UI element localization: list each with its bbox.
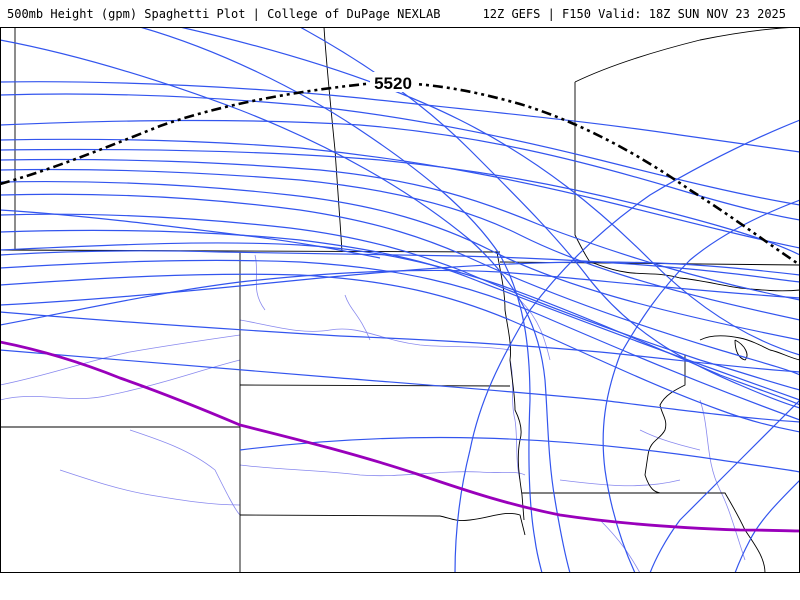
member-contour [734, 479, 800, 573]
river [639, 429, 701, 451]
member-contour [0, 209, 381, 259]
member-contour [0, 242, 800, 406]
member-contours [0, 27, 800, 573]
contour-label-bg [370, 72, 416, 92]
state-border [734, 339, 748, 361]
river [699, 399, 746, 561]
mean-5520-contour [0, 81, 800, 267]
river [599, 519, 641, 573]
member-contour [0, 261, 800, 306]
footer-bar [0, 573, 800, 600]
contour-label-5520: 5520 [374, 74, 412, 93]
river [59, 469, 241, 506]
map-panel: 5520 [0, 27, 800, 573]
member-contour [0, 81, 800, 153]
member-contour [0, 259, 800, 421]
member-contour [299, 27, 800, 409]
member-contour [0, 148, 800, 256]
member-contour [0, 311, 800, 373]
state-border [323, 27, 343, 253]
member-contour [454, 119, 800, 573]
member-contour [0, 180, 800, 341]
member-contour [0, 39, 571, 573]
river [0, 334, 241, 386]
river [239, 464, 526, 477]
river [129, 429, 241, 516]
state-border [239, 384, 511, 387]
spaghetti-map: 5520 [0, 27, 800, 573]
river [344, 294, 371, 341]
run-valid-time: 12Z GEFS | F150 Valid: 18Z SUN NOV 23 20… [482, 7, 786, 21]
river [559, 479, 681, 487]
state-border [496, 251, 525, 521]
member-contour [0, 229, 800, 401]
member-contour [139, 27, 543, 573]
state-border [0, 249, 501, 253]
state-border [574, 27, 800, 83]
state-border [644, 355, 686, 494]
river [519, 299, 551, 361]
member-contour [602, 199, 800, 573]
river [254, 254, 266, 311]
river [239, 319, 511, 351]
state-border [239, 512, 526, 536]
member-contour [239, 436, 800, 473]
member-contour [649, 399, 800, 573]
river [0, 359, 241, 401]
member-contour [0, 273, 800, 433]
state-border [574, 82, 800, 292]
member-contour [0, 168, 800, 321]
member-contour [0, 193, 800, 376]
member-contour [0, 93, 800, 206]
plot-title: 500mb Height (gpm) Spaghetti Plot | Coll… [7, 7, 441, 21]
member-contour [0, 269, 800, 326]
header-bar: 500mb Height (gpm) Spaghetti Plot | Coll… [0, 0, 800, 28]
rivers-layer [0, 254, 746, 573]
state-border [699, 335, 800, 361]
member-contour [0, 349, 800, 423]
member-contour [0, 250, 800, 283]
member-contour [179, 27, 800, 356]
highlight-contour [0, 340, 800, 533]
member-contour [0, 119, 800, 221]
